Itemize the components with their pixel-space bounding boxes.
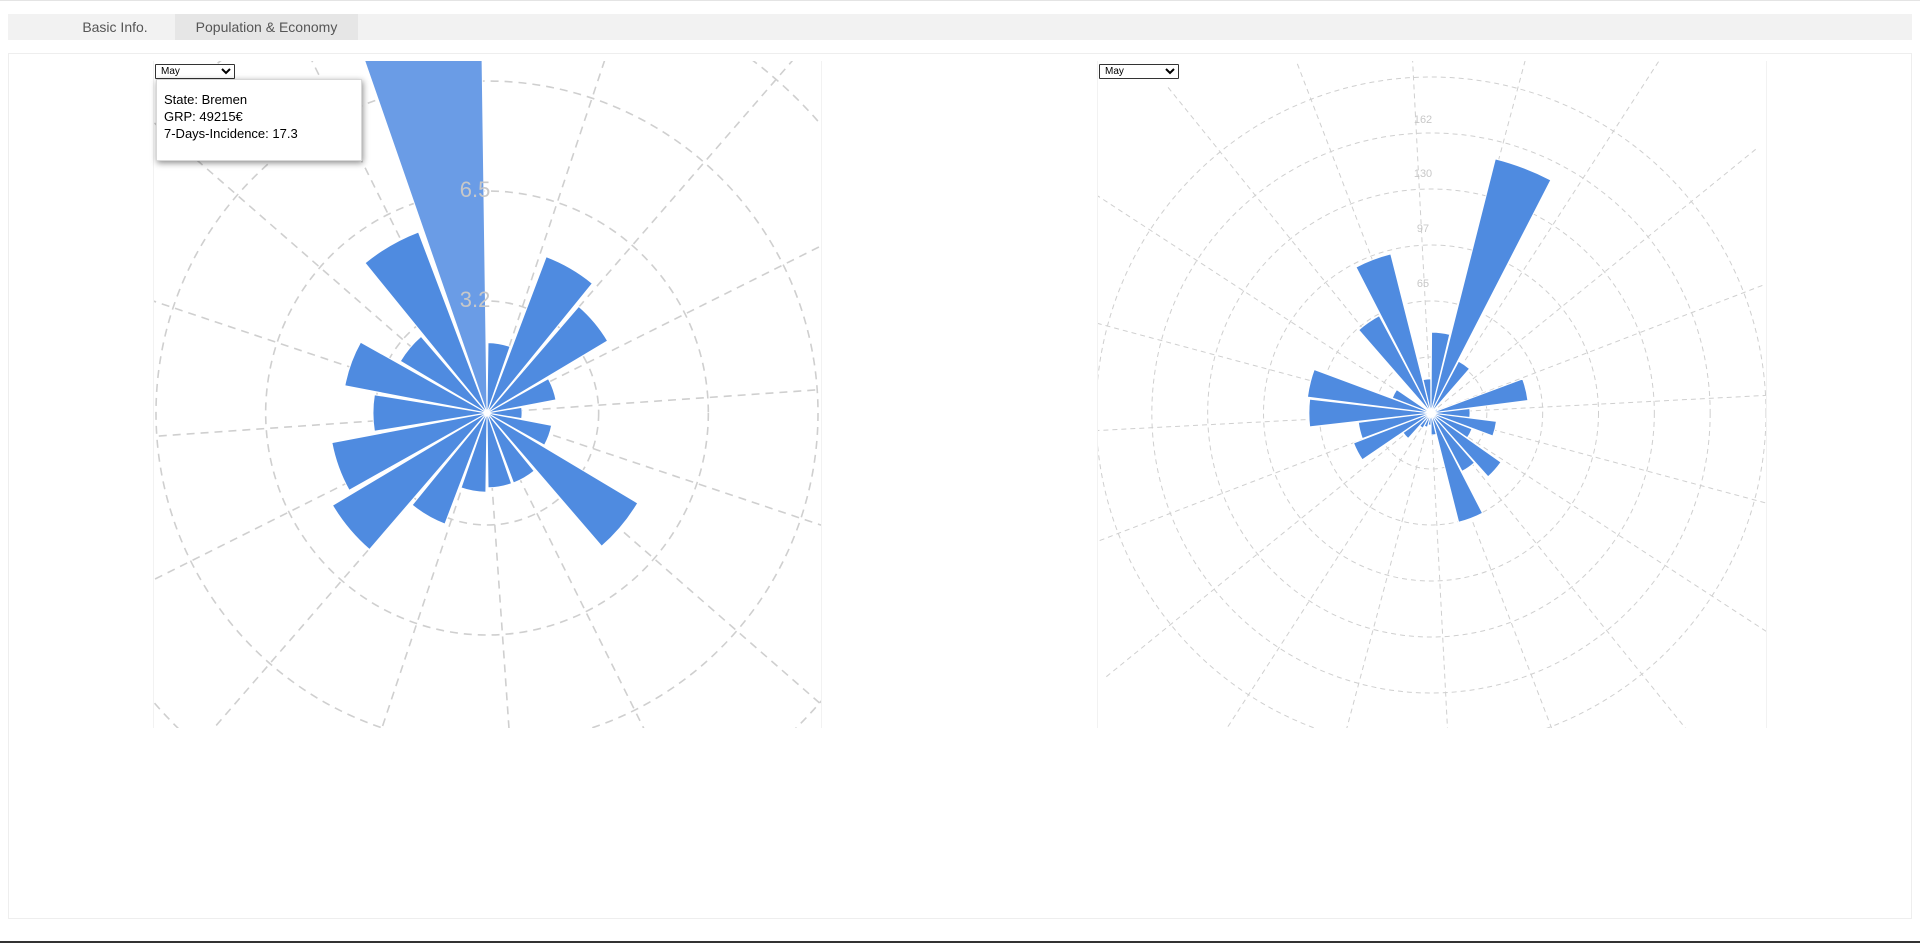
rose-chart-right: 65 97 130 162 (1097, 61, 1767, 728)
grid-spoke (1323, 413, 1431, 728)
radial-tick-label: 3.2 (460, 287, 490, 312)
top-border (0, 0, 1920, 1)
rose-bar[interactable] (1431, 159, 1551, 413)
radial-tick-label: 6.5 (460, 177, 490, 202)
tooltip-grp: GRP: 49215€ (164, 108, 361, 125)
radial-tick-label: 65 (1417, 278, 1429, 290)
grid-spoke (1431, 413, 1766, 642)
grid-spoke (1203, 413, 1431, 728)
rose-chart-right-svg: 65 97 130 162 (1098, 61, 1766, 728)
tab-basic-info[interactable]: Basic Info. (55, 14, 175, 40)
radial-tick-label: 130 (1414, 168, 1432, 180)
grid-spoke (1431, 61, 1659, 413)
tab-population-economy[interactable]: Population & Economy (175, 14, 358, 40)
rose-chart-left-svg: 3.2 6.5 (154, 61, 821, 728)
tab-bar: Basic Info. Population & Economy (8, 14, 1912, 40)
rose-chart-left: 3.2 6.5 (153, 61, 822, 728)
tooltip-state: State: Bremen (164, 91, 361, 108)
month-select-right[interactable]: May (1099, 64, 1179, 79)
radial-tick-label: 97 (1417, 223, 1429, 235)
radial-tick-label: 162 (1414, 114, 1432, 126)
state-tooltip: State: Bremen GRP: 49215€ 7-Days-Inciden… (156, 79, 362, 161)
month-select-left[interactable]: May (155, 64, 235, 79)
tooltip-incidence: 7-Days-Incidence: 17.3 (164, 125, 361, 142)
